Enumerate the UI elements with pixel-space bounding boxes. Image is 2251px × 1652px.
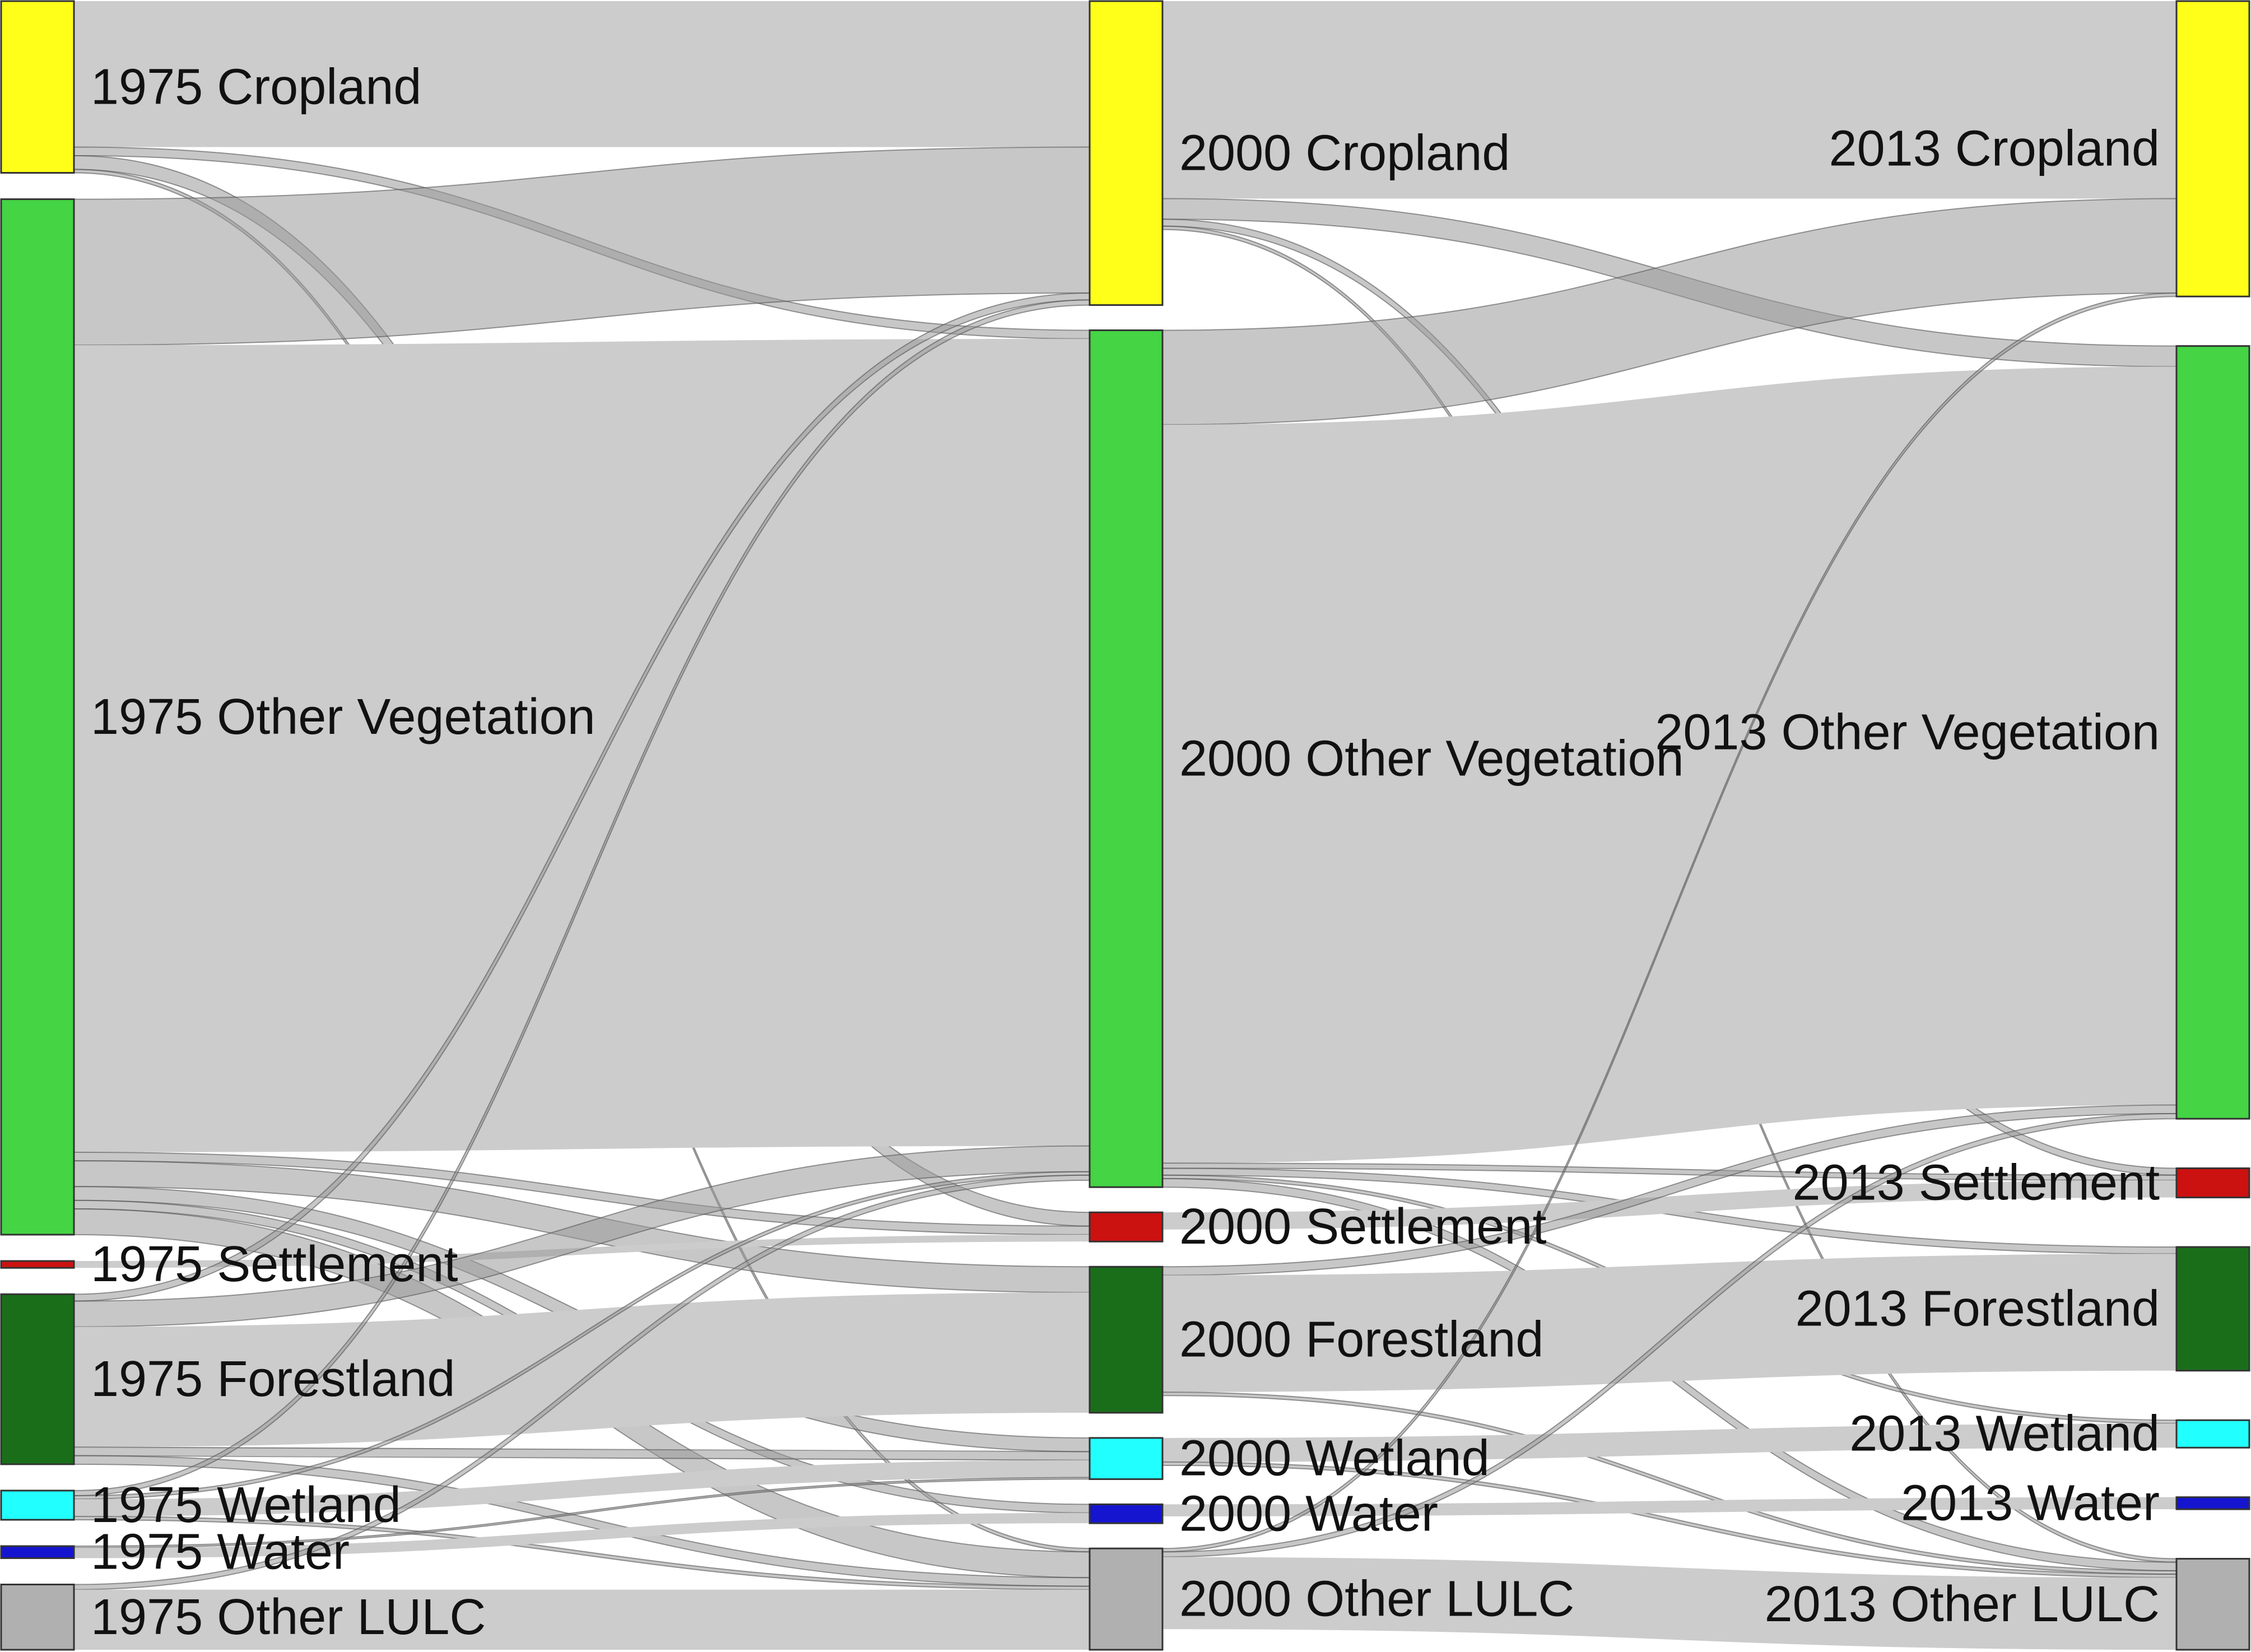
flow-v75-to-v00: [74, 338, 1090, 1152]
node-vegetation-node-v13[interactable]: [2175, 345, 2250, 1120]
flow-o75-to-o00: [74, 1589, 1090, 1650]
flow-c75-to-c00: [74, 1, 1090, 147]
node-label-c13: 2013 Cropland: [1829, 121, 2160, 177]
labels-layer: 1975 Cropland 1975 Other Vegetation 1975 S…: [91, 59, 2160, 1645]
node-other-node-o00[interactable]: [1089, 1547, 1164, 1651]
node-forest-node-f75[interactable]: [0, 1293, 75, 1465]
node-label-o00: 2000 Other LULC: [1179, 1571, 1574, 1627]
node-label-s00: 2000 Settlement: [1179, 1199, 1546, 1255]
node-label-c00: 2000 Cropland: [1179, 125, 1510, 181]
flow-w75-to-w00: [74, 1460, 1090, 1516]
node-cropland-node-c75[interactable]: [0, 0, 75, 174]
node-label-s13: 2013 Settlement: [1793, 1155, 2160, 1211]
node-wetland-node-w13[interactable]: [2175, 1419, 2250, 1449]
node-label-h13: 2013 Water: [1901, 1475, 2160, 1531]
node-settlement-node-s13[interactable]: [2175, 1167, 2250, 1199]
node-label-v13: 2013 Other Vegetation: [1655, 704, 2160, 760]
node-settlement-node-s00[interactable]: [1089, 1211, 1164, 1243]
node-other-node-o75[interactable]: [0, 1584, 75, 1651]
node-vegetation-node-v75[interactable]: [0, 198, 75, 1236]
node-vegetation-node-v00[interactable]: [1089, 329, 1164, 1188]
node-other-node-o13[interactable]: [2175, 1558, 2250, 1651]
node-label-v75: 1975 Other Vegetation: [91, 689, 596, 745]
node-forest-node-f00[interactable]: [1089, 1265, 1164, 1414]
node-label-v00: 2000 Other Vegetation: [1179, 730, 1684, 787]
node-cropland-node-c00[interactable]: [1089, 0, 1164, 306]
flow-v00-to-v13: [1162, 366, 2176, 1164]
node-label-f13: 2013 Forestland: [1796, 1281, 2160, 1337]
node-label-s75: 1975 Settlement: [91, 1236, 458, 1292]
flow-s75-to-s00: [74, 1235, 1090, 1268]
flow-h00-to-h13: [1162, 1497, 2176, 1516]
node-label-w75: 1975 Wetland: [91, 1477, 401, 1533]
node-label-o75: 1975 Other LULC: [91, 1589, 486, 1645]
flow-w00-to-w13: [1162, 1423, 2176, 1462]
node-label-w00: 2000 Wetland: [1179, 1431, 1490, 1487]
flow-f00-to-f13: [1162, 1254, 2176, 1393]
flow-c00-to-c13: [1162, 1, 2176, 199]
node-label-f00: 2000 Forestland: [1179, 1312, 1543, 1368]
node-label-o13: 2013 Other LULC: [1765, 1576, 2160, 1632]
node-wetland-node-w75[interactable]: [0, 1490, 75, 1521]
node-label-h00: 2000 Water: [1179, 1486, 1438, 1542]
node-label-h75: 1975 Water: [91, 1524, 350, 1580]
node-forest-node-f13[interactable]: [2175, 1246, 2250, 1372]
node-cropland-node-c13[interactable]: [2175, 0, 2250, 297]
node-water-node-h75[interactable]: [0, 1545, 75, 1559]
flow-o00-to-o13: [1162, 1557, 2176, 1650]
flow-f75-to-f00: [74, 1292, 1090, 1448]
node-water-node-h13[interactable]: [2175, 1496, 2250, 1510]
node-label-f75: 1975 Forestland: [91, 1351, 455, 1407]
flow-s00-to-s13: [1162, 1180, 2176, 1230]
node-label-c75: 1975 Cropland: [91, 59, 421, 115]
node-label-w13: 2013 Wetland: [1849, 1406, 2160, 1462]
flow-v75-to-c00: [73, 146, 1090, 346]
flows-layer: [73, 1, 2177, 1650]
node-wetland-node-w00[interactable]: [1089, 1437, 1164, 1480]
node-settlement-node-s75[interactable]: [0, 1260, 75, 1269]
node-water-node-h00[interactable]: [1089, 1503, 1164, 1524]
